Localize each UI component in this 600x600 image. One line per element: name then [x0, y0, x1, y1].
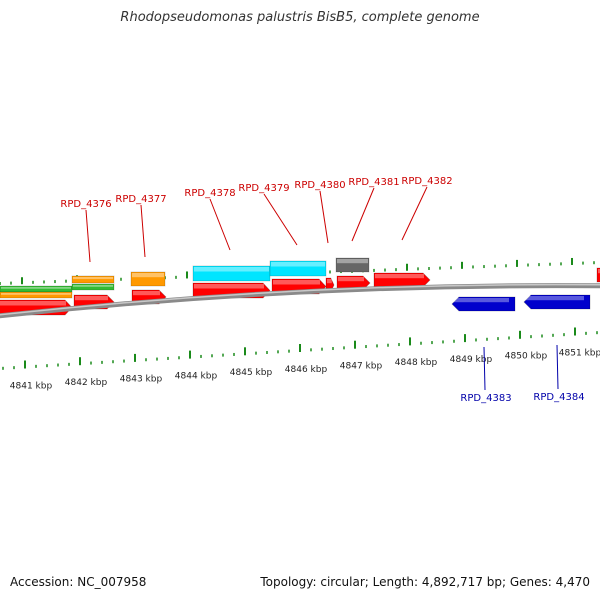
- orange-feature: [71, 275, 115, 284]
- kbp-label: 4844 kbp: [175, 371, 218, 381]
- forward-gene-shine: [598, 269, 600, 274]
- orange-feature: [130, 271, 166, 287]
- gene-label-RPD_4380: RPD_4380: [294, 180, 345, 191]
- genome-backbone: [0, 283, 600, 319]
- reverse-gene: [523, 294, 591, 310]
- forward-gene-shine: [273, 280, 320, 285]
- kbp-label: 4846 kbp: [285, 365, 328, 375]
- forward-gene-shine: [0, 301, 66, 306]
- gene-label-RPD_4378: RPD_4378: [184, 188, 235, 199]
- gray-feature: [335, 257, 370, 273]
- kbp-label: 4850 kbp: [505, 352, 548, 362]
- gene-label-RPD_4384: RPD_4384: [533, 392, 584, 403]
- leader-line: [319, 190, 329, 244]
- forward-gene-shine: [194, 284, 264, 289]
- forward-gene: [336, 275, 371, 291]
- leader-line: [351, 187, 375, 242]
- topology-text: Topology: circular; Length: 4,892,717 bp…: [260, 575, 590, 589]
- forward-gene-shine: [75, 296, 108, 301]
- leader-line: [209, 198, 231, 251]
- leader-line: [401, 186, 428, 241]
- kbp-label: 4842 kbp: [65, 378, 108, 388]
- leader-line: [263, 193, 298, 246]
- kbp-label: 4849 kbp: [450, 355, 493, 365]
- forward-gene: [596, 267, 600, 283]
- kbp-label: 4847 kbp: [340, 361, 383, 371]
- forward-gene-shine: [133, 291, 160, 296]
- leader-line: [85, 209, 91, 263]
- cyan-feature-shine: [271, 262, 325, 267]
- green-feature: [71, 283, 115, 291]
- kbp-label: 4851 kbp: [559, 348, 600, 358]
- gray-feature-shine: [337, 259, 368, 264]
- reverse-gene-shine: [525, 296, 584, 301]
- forward-gene-shine: [375, 274, 424, 279]
- genome-backbone-highlight: [0, 283, 600, 316]
- orange-feature-shine: [1, 293, 71, 295]
- accession-text: Accession: NC_007958: [10, 575, 147, 589]
- gene-label-RPD_4379: RPD_4379: [238, 183, 289, 194]
- cyan-feature: [269, 260, 327, 277]
- gene-label-RPD_4383: RPD_4383: [460, 393, 511, 404]
- cyan-feature-shine: [194, 267, 269, 272]
- orange-feature: [0, 291, 73, 299]
- kbp-label: 4843 kbp: [120, 375, 163, 385]
- green-feature-shine: [73, 285, 113, 287]
- gene-label-RPD_4376: RPD_4376: [60, 199, 111, 210]
- orange-feature-shine: [73, 277, 113, 280]
- green-feature: [0, 285, 73, 293]
- orange-feature-shine: [132, 273, 164, 278]
- reverse-gene-shine: [453, 298, 509, 303]
- kbp-label: 4848 kbp: [395, 358, 438, 368]
- label-layer: 4841 kbp 4842 kbp 4843 kbp 4844 kbp 4845 kbp…: [10, 176, 600, 404]
- gene-label-RPD_4381: RPD_4381: [348, 177, 399, 188]
- lower-tick-track: [2, 327, 598, 370]
- leader-line: [140, 204, 146, 258]
- reverse-gene: [451, 296, 516, 312]
- forward-gene-shine: [338, 277, 364, 282]
- gene-label-RPD_4382: RPD_4382: [401, 176, 452, 187]
- feature-track: [0, 257, 600, 316]
- kbp-label: 4845 kbp: [230, 368, 273, 378]
- gene-label-RPD_4377: RPD_4377: [115, 194, 166, 205]
- leader-line: [483, 346, 486, 391]
- leader-line: [556, 344, 559, 390]
- forward-gene: [373, 272, 431, 288]
- green-feature-shine: [1, 287, 71, 289]
- kbp-label: 4841 kbp: [10, 381, 53, 391]
- map-title: Rhodopseudomonas palustris BisB5, comple…: [120, 10, 480, 25]
- forward-gene-shine: [327, 279, 332, 284]
